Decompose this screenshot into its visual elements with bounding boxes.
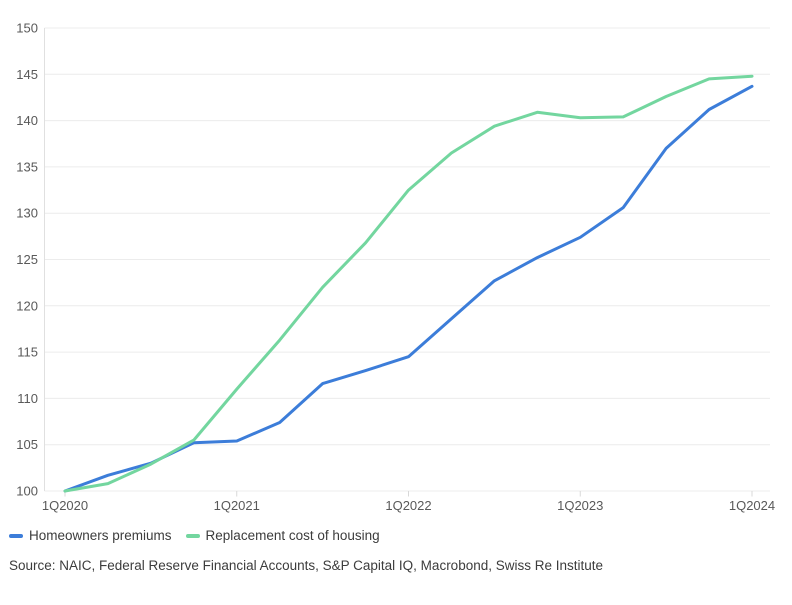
- line-replacement-cost-of-housing: [63, 74, 754, 493]
- legend-label-homeowners-premiums: Homeowners premiums: [29, 528, 172, 543]
- y-axis-tick-label: 125: [16, 252, 38, 267]
- x-axis-tick-label: 1Q2023: [557, 498, 603, 513]
- x-axis-tick-label: 1Q2022: [385, 498, 431, 513]
- y-axis-tick-label: 110: [17, 391, 38, 406]
- y-axis-tick-label: 140: [16, 113, 38, 128]
- legend-item-homeowners-premiums: Homeowners premiums: [9, 528, 172, 543]
- y-axis-tick-label: 115: [17, 345, 38, 360]
- line-homeowners-premiums: [63, 84, 754, 493]
- y-axis-tick-label: 130: [16, 206, 38, 221]
- x-axis-tick-label: 1Q2024: [729, 498, 775, 513]
- legend-swatch-replacement-cost: [185, 533, 200, 538]
- y-axis-tick-label: 135: [16, 159, 38, 174]
- y-axis-tick-label: 120: [16, 298, 38, 313]
- y-axis-tick-label: 100: [16, 484, 38, 499]
- source-note: Source: NAIC, Federal Reserve Financial …: [9, 558, 604, 573]
- legend: Homeowners premiums Replacement cost of …: [9, 528, 380, 543]
- chart-canvas: 100 105 110 115 120 125 130 135 140 145 150 1Q2020 1…: [16, 21, 775, 514]
- legend-item-replacement-cost: Replacement cost of housing: [185, 528, 380, 543]
- legend-swatch-homeowners-premiums: [9, 533, 23, 538]
- legend-label-replacement-cost: Replacement cost of housing: [205, 528, 380, 543]
- y-axis-tick-label: 145: [16, 67, 38, 82]
- x-axis-tick-label: 1Q2020: [42, 498, 88, 513]
- x-axis-tick-label: 1Q2021: [214, 498, 260, 513]
- y-axis-tick-label: 150: [16, 21, 38, 36]
- y-axis-tick-label: 105: [16, 437, 38, 452]
